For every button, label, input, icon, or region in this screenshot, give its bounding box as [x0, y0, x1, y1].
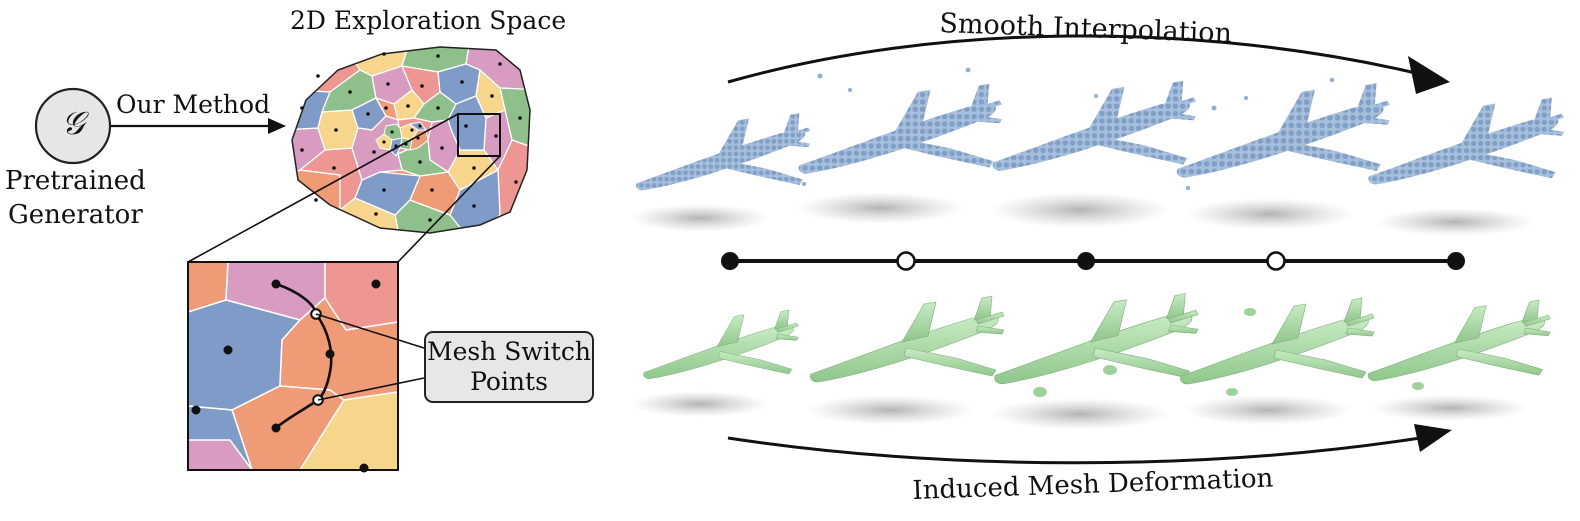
method-label: Our Method: [116, 90, 271, 119]
zoom-line-left: [187, 113, 459, 263]
stray-points: [802, 67, 1335, 191]
mesh-shadows: [630, 391, 1530, 430]
generator-symbol: 𝒢: [61, 104, 85, 142]
generator-label-line1: Pretrained: [5, 166, 146, 196]
mesh-planes: [643, 292, 1551, 385]
voronoi-seeds: [300, 52, 522, 222]
switch-points-callout: Mesh Switch Points: [424, 331, 594, 403]
generator-circle: [34, 87, 112, 165]
exploration-title: 2D Exploration Space: [290, 6, 567, 35]
zoom-frame: [187, 261, 399, 471]
pointcloud-planes: [635, 80, 1564, 191]
switch-path: [275, 282, 333, 429]
zoom-line-right: [397, 155, 501, 263]
zoom-indicator: [457, 113, 501, 157]
generator-label-line2: Generator: [8, 200, 143, 230]
method-arrow: [111, 118, 286, 134]
switch-leader-bottom: [317, 377, 425, 401]
mesh-engines: [1033, 308, 1424, 397]
voronoi-outline: [291, 46, 531, 234]
switch-points-line1: Mesh Switch: [427, 337, 591, 366]
timeline: [721, 251, 1465, 271]
bottom-arrow: [727, 424, 1452, 465]
pointcloud-shadows: [630, 192, 1535, 236]
top-arrow: [727, 34, 1450, 94]
switch-leader-top: [315, 313, 425, 349]
zoom-seeds: [191, 279, 381, 473]
switch-points-line2: Points: [470, 367, 548, 396]
zoomed-voronoi: [188, 262, 398, 470]
